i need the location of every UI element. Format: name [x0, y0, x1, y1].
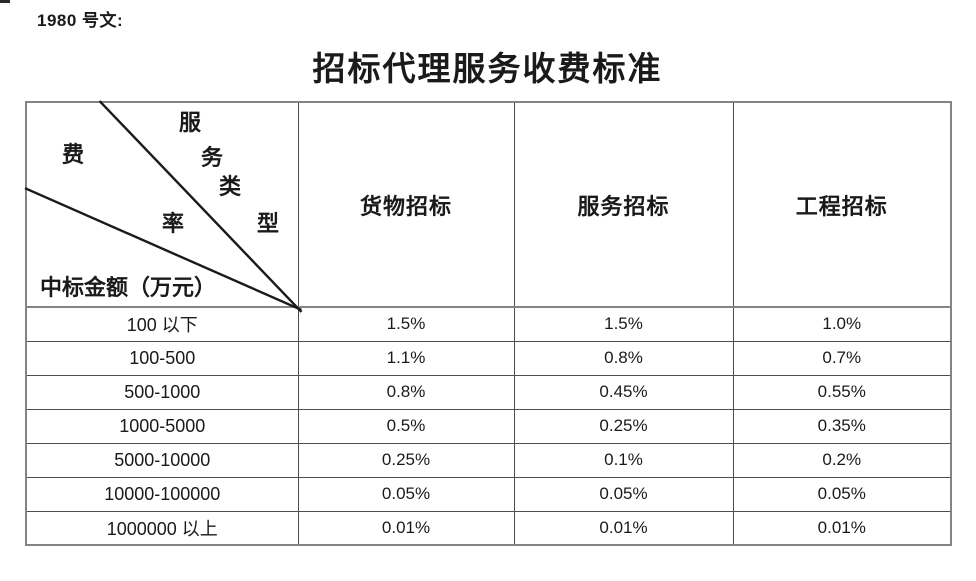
corner-axis-char: 率: [161, 211, 185, 236]
table-row: 10000-100000 0.05% 0.05% 0.05%: [25, 476, 952, 512]
cell-services-rate: 0.8%: [513, 340, 734, 376]
cell-services-rate: 0.45%: [513, 374, 734, 410]
column-header-goods: 货物招标: [297, 101, 515, 308]
cell-goods-rate: 0.8%: [297, 374, 515, 410]
cell-engineering-rate: 0.2%: [732, 442, 952, 478]
cell-goods-rate: 0.5%: [297, 408, 515, 444]
row-label-amount-range: 500-1000: [25, 374, 299, 410]
page-corner-artifact: [0, 0, 10, 3]
cell-engineering-rate: 0.01%: [732, 510, 952, 546]
cell-engineering-rate: 0.7%: [732, 340, 952, 376]
table-header-row: 服 务 类 型 费 率 中标金额（万元） 货物招标 服务招标 工程招标: [26, 101, 952, 308]
cell-services-rate: 0.1%: [513, 442, 734, 478]
document-ref-label: 1980 号文:: [37, 11, 124, 30]
column-header-services: 服务招标: [513, 101, 734, 308]
corner-amount-label: 中标金额（万元）: [40, 274, 217, 300]
cell-engineering-rate: 1.0%: [732, 306, 952, 342]
cell-goods-rate: 0.01%: [297, 510, 515, 546]
table-row: 500-1000 0.8% 0.45% 0.55%: [25, 374, 952, 410]
cell-services-rate: 0.25%: [513, 408, 734, 444]
table-row: 100-500 1.1% 0.8% 0.7%: [25, 340, 952, 376]
corner-axis-char: 费: [61, 142, 85, 167]
row-label-amount-range: 1000000 以上: [25, 510, 299, 546]
row-label-amount-range: 100-500: [25, 340, 299, 376]
table-corner-cell: 服 务 类 型 费 率 中标金额（万元）: [26, 102, 298, 307]
cell-services-rate: 0.05%: [513, 476, 734, 512]
corner-axis-char: 类: [218, 174, 242, 199]
corner-axis-char: 务: [200, 145, 224, 170]
cell-goods-rate: 0.25%: [297, 442, 515, 478]
cell-services-rate: 1.5%: [513, 306, 734, 342]
row-label-amount-range: 100 以下: [25, 306, 299, 342]
cell-goods-rate: 1.5%: [297, 306, 515, 342]
row-label-amount-range: 1000-5000: [25, 408, 299, 444]
column-header-engineering: 工程招标: [732, 101, 952, 308]
table-row: 100 以下 1.5% 1.5% 1.0%: [25, 306, 952, 342]
page-title: 招标代理服务收费标准: [312, 52, 663, 88]
row-label-amount-range: 5000-10000: [25, 442, 299, 478]
fee-standard-table: 服 务 类 型 费 率 中标金额（万元） 货物招标 服务招标 工程招标 100 …: [25, 101, 952, 546]
table-row: 1000000 以上 0.01% 0.01% 0.01%: [25, 510, 952, 546]
diagonal-divider-lines: [27, 103, 298, 306]
cell-engineering-rate: 0.55%: [732, 374, 952, 410]
cell-engineering-rate: 0.05%: [732, 476, 952, 512]
corner-axis-char: 型: [256, 211, 280, 236]
cell-engineering-rate: 0.35%: [732, 408, 952, 444]
table-row: 5000-10000 0.25% 0.1% 0.2%: [25, 442, 952, 478]
cell-goods-rate: 0.05%: [297, 476, 515, 512]
row-label-amount-range: 10000-100000: [25, 476, 299, 512]
corner-axis-char: 服: [178, 110, 202, 135]
cell-goods-rate: 1.1%: [297, 340, 515, 376]
cell-services-rate: 0.01%: [513, 510, 734, 546]
table-row: 1000-5000 0.5% 0.25% 0.35%: [25, 408, 952, 444]
